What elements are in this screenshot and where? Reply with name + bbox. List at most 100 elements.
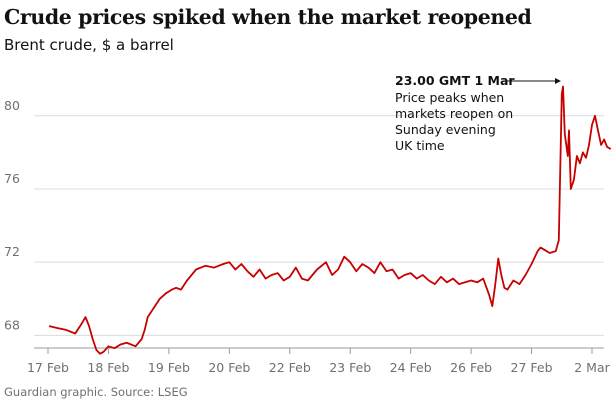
data-point-86 (549, 252, 551, 254)
x-tick-label-1: 18 Feb (87, 360, 129, 375)
data-point-1 (56, 327, 58, 329)
data-point-17 (144, 329, 146, 331)
data-point-26 (195, 269, 197, 271)
data-point-70 (476, 282, 478, 284)
x-tick-label-0: 17 Feb (27, 360, 69, 375)
data-point-78 (507, 289, 509, 291)
data-point-32 (241, 263, 243, 265)
data-point-45 (325, 261, 327, 263)
data-point-33 (247, 271, 249, 273)
data-point-5 (85, 316, 87, 318)
source-note: Guardian graphic. Source: LSEG (4, 385, 188, 399)
data-point-96 (576, 155, 578, 157)
data-point-80 (519, 283, 521, 285)
data-point-9 (99, 353, 101, 355)
data-point-72 (488, 294, 490, 296)
data-point-105 (603, 139, 605, 141)
data-point-47 (337, 269, 339, 271)
data-point-40 (289, 276, 291, 278)
data-point-41 (295, 267, 297, 269)
data-point-85 (543, 249, 545, 251)
data-point-29 (223, 263, 225, 265)
data-point-68 (464, 282, 466, 284)
data-point-76 (501, 274, 503, 276)
data-point-36 (265, 278, 267, 280)
data-point-60 (416, 278, 418, 280)
data-point-50 (356, 271, 358, 273)
data-point-82 (531, 263, 533, 265)
data-point-51 (362, 263, 364, 265)
data-point-25 (186, 280, 188, 282)
data-point-53 (374, 272, 376, 274)
data-point-8 (96, 349, 98, 351)
data-point-30 (229, 261, 231, 263)
data-point-91 (564, 133, 566, 135)
data-point-56 (392, 269, 394, 271)
data-point-19 (153, 307, 155, 309)
data-point-81 (525, 274, 527, 276)
x-tick-label-3: 20 Feb (208, 360, 250, 375)
data-point-65 (446, 282, 448, 284)
series-line-0 (48, 85, 611, 355)
data-point-75 (498, 258, 500, 260)
data-point-63 (434, 283, 436, 285)
y-tick-label-80: 80 (4, 98, 20, 113)
data-point-28 (213, 267, 215, 269)
data-point-94 (570, 188, 572, 190)
data-point-74 (495, 283, 497, 285)
x-tick-label-7: 26 Feb (450, 360, 492, 375)
data-point-0 (49, 325, 51, 327)
data-point-35 (259, 269, 261, 271)
data-point-39 (283, 280, 285, 282)
data-point-23 (175, 287, 177, 289)
data-point-77 (504, 287, 506, 289)
data-point-98 (582, 152, 584, 154)
chart-subtitle: Brent crude, $ a barrel (4, 36, 174, 54)
data-point-95 (573, 179, 575, 181)
data-point-44 (316, 269, 318, 271)
data-point-84 (540, 247, 542, 249)
data-point-48 (343, 256, 345, 258)
data-point-93 (568, 130, 570, 132)
data-point-92 (567, 155, 569, 157)
data-point-31 (235, 269, 237, 271)
data-point-7 (92, 338, 94, 340)
data-point-99 (585, 157, 587, 159)
data-point-104 (600, 144, 602, 146)
data-point-59 (410, 272, 412, 274)
x-tick-label-9: 2 Mar (574, 360, 610, 375)
data-point-55 (386, 271, 388, 273)
x-tick-label-4: 22 Feb (269, 360, 311, 375)
data-point-79 (513, 280, 515, 282)
data-point-66 (452, 278, 454, 280)
x-tick-label-6: 24 Feb (390, 360, 432, 375)
data-point-16 (141, 338, 143, 340)
data-point-62 (428, 280, 430, 282)
data-point-49 (349, 261, 351, 263)
data-point-12 (114, 347, 116, 349)
data-point-4 (80, 324, 82, 326)
chart-title: Crude prices spiked when the market reop… (4, 5, 532, 29)
x-tick-label-5: 23 Feb (329, 360, 371, 375)
data-point-83 (537, 250, 539, 252)
series-points-0 (49, 86, 611, 355)
data-point-37 (271, 274, 273, 276)
data-point-10 (103, 351, 105, 353)
annotation-arrow-head (554, 78, 561, 84)
data-point-14 (126, 342, 128, 344)
data-point-64 (440, 276, 442, 278)
y-tick-label-76: 76 (4, 171, 20, 186)
data-point-38 (277, 272, 279, 274)
data-point-22 (171, 289, 173, 291)
gridlines (34, 115, 604, 349)
annotation-headline: 23.00 GMT 1 Mar (395, 73, 515, 88)
data-point-97 (579, 163, 581, 165)
data-point-107 (609, 148, 611, 150)
annotation-line-2: Sunday evening (395, 122, 496, 137)
data-point-42 (301, 278, 303, 280)
data-point-58 (404, 274, 406, 276)
annotation-line-1: markets reopen on (395, 106, 513, 121)
data-point-57 (398, 278, 400, 280)
